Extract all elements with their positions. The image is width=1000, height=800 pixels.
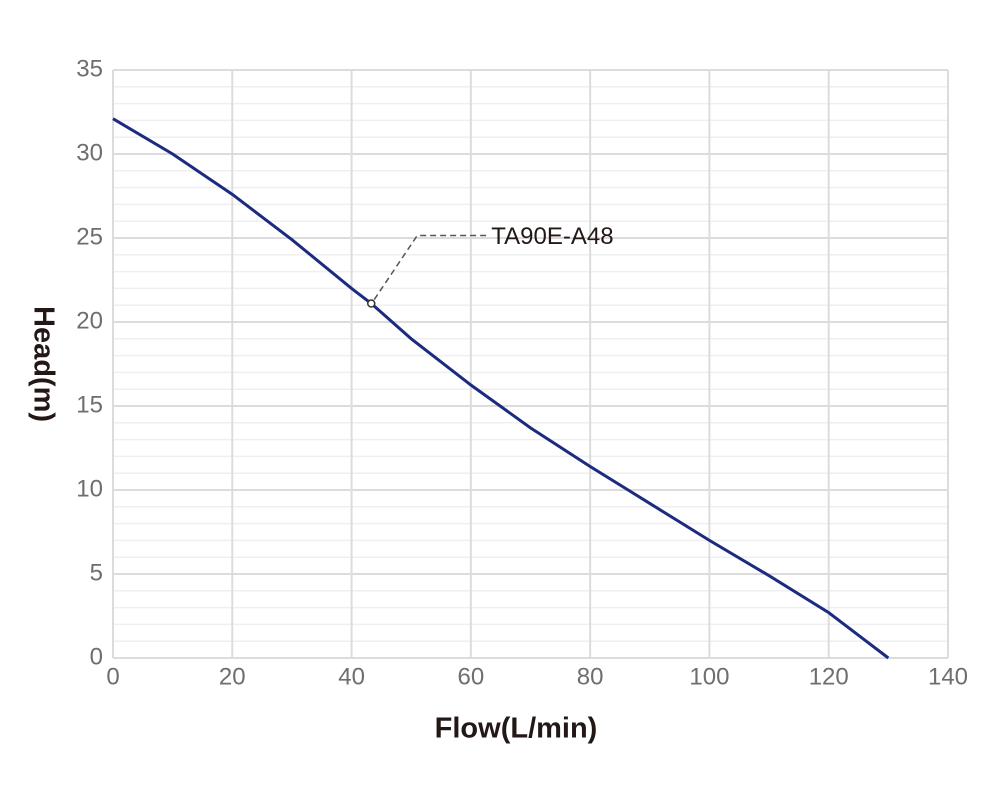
x-tick-label: 100 [689,663,729,690]
y-tick-label: 5 [90,559,103,586]
y-tick-label: 0 [90,643,103,670]
y-axis-title: Head(m) [27,306,59,422]
annotation-label: TA90E-A48 [491,223,613,250]
x-axis-title: Flow(L/min) [435,713,598,745]
x-tick-label: 140 [928,663,968,690]
y-tick-label: 20 [76,307,103,334]
x-tick-label: 20 [219,663,246,690]
leader-line [373,234,488,300]
y-tick-label: 25 [76,223,103,250]
x-tick-label: 0 [106,663,119,690]
x-tick-label: 60 [458,663,485,690]
annotation-point [367,299,376,308]
x-tick-label: 80 [577,663,604,690]
x-tick-label: 40 [338,663,365,690]
x-tick-label: 120 [809,663,849,690]
curve [112,117,890,660]
y-tick-label: 15 [76,391,103,418]
y-tick-label: 30 [76,139,103,166]
y-tick-label: 35 [76,55,103,82]
y-tick-label: 10 [76,475,103,502]
